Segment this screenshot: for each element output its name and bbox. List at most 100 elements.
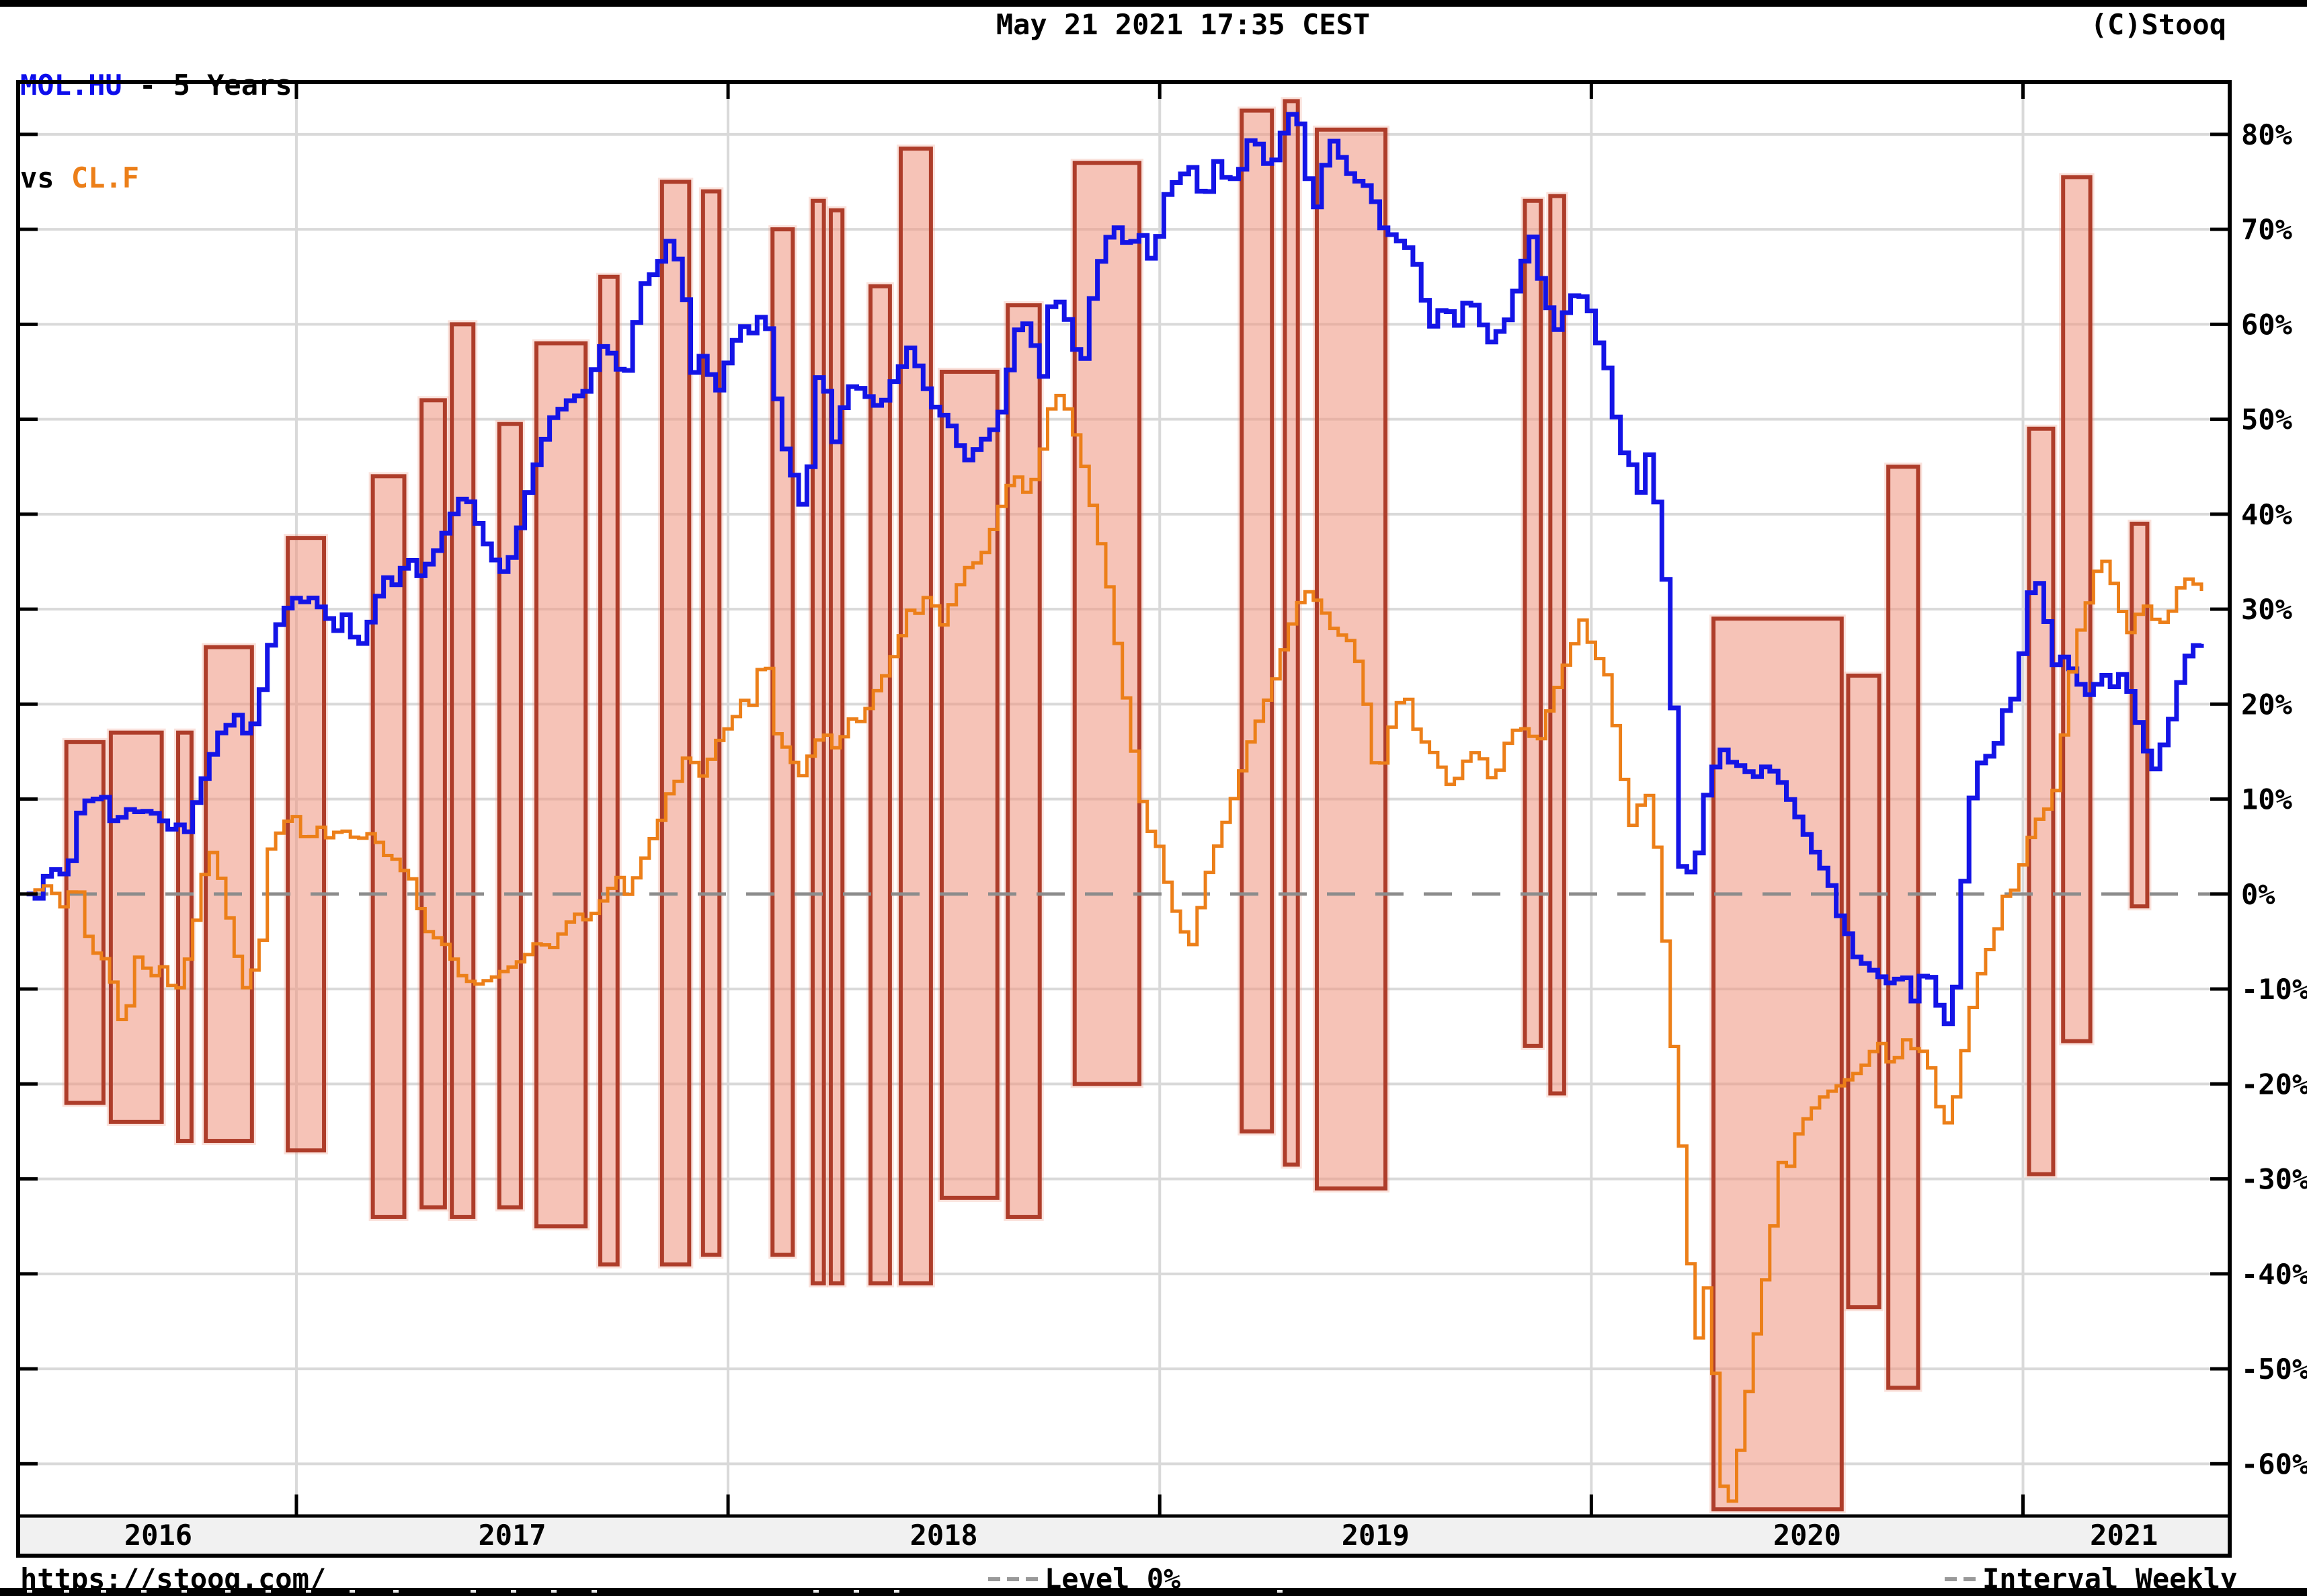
strip-speck: [592, 1590, 597, 1593]
strip-speck: [266, 1590, 271, 1593]
range-bar: [534, 341, 588, 1229]
range-bar: [1711, 616, 1844, 1512]
strip-speck: [306, 1590, 311, 1593]
strip-speck: [350, 1590, 355, 1593]
range-bar: [659, 179, 692, 1267]
range-bars: [62, 97, 2152, 1514]
copyright-label: (C)Stooq: [2090, 8, 2226, 41]
range-bar-glow: [1070, 159, 1144, 1088]
x-axis-band: [20, 1516, 2228, 1554]
x-year-label: 2017: [478, 1519, 546, 1552]
x-year-label: 2021: [2090, 1519, 2158, 1552]
range-bar: [450, 322, 476, 1220]
strip-speck: [141, 1590, 147, 1593]
x-axis-labels: 2016 2017 2018 2019 2020 2021: [124, 1519, 2158, 1552]
range-bar-glow: [532, 339, 590, 1231]
y-tick-label: 40%: [2241, 498, 2292, 531]
y-tick-label: -10%: [2241, 973, 2307, 1006]
y-tick-label: 20%: [2241, 688, 2292, 721]
dash-icon: [1026, 1577, 1038, 1581]
range-bar-glow: [284, 534, 329, 1155]
range-bar-glow: [1238, 106, 1277, 1135]
strip-speck: [894, 1590, 899, 1593]
y-tick-label: 30%: [2241, 593, 2292, 626]
strip-speck: [225, 1590, 231, 1593]
range-bar-glow: [1004, 301, 1044, 1222]
range-bar: [1240, 108, 1274, 1133]
axis-ticks: [20, 84, 2228, 1516]
range-bar: [1846, 673, 1881, 1310]
strip-speck: [813, 1590, 819, 1593]
bottom-window-strip: [0, 1588, 2307, 1596]
y-tick-label: 50%: [2241, 403, 2292, 436]
range-bar: [1006, 303, 1042, 1220]
x-year-label: 2020: [1773, 1519, 1841, 1552]
x-year-label: 2019: [1342, 1519, 1410, 1552]
range-bar: [868, 284, 892, 1285]
range-bar-glow: [937, 367, 1002, 1202]
range-bar: [898, 147, 933, 1285]
y-tick-label: -60%: [2241, 1447, 2307, 1480]
series-cl-f: [26, 393, 2203, 1503]
range-bar: [1314, 127, 1388, 1191]
title-line2: vs CL.F: [20, 163, 292, 194]
strip-speck: [181, 1590, 187, 1593]
y-tick-label: -30%: [2241, 1163, 2307, 1196]
strip-speck: [511, 1590, 516, 1593]
range-bar: [598, 274, 620, 1267]
range-bar: [810, 198, 826, 1285]
y-tick-label: 80%: [2241, 118, 2292, 151]
range-bar: [1523, 198, 1543, 1048]
title-line1: MOL.HU - 5 Years: [20, 70, 292, 101]
y-tick-label: -50%: [2241, 1353, 2307, 1386]
range-bar: [939, 369, 1000, 1200]
range-bar: [419, 398, 447, 1209]
range-bar: [108, 730, 164, 1124]
title-suffix: - 5 Years: [122, 69, 292, 102]
y-axis-labels: 80% 70% 60% 50% 40% 30% 20% 10% 0% -10% -20% -30% -4…: [2241, 118, 2307, 1480]
range-bar-glow: [1884, 463, 1922, 1392]
strip-speck: [393, 1590, 399, 1593]
strip-speck: [27, 1590, 32, 1593]
compare-symbol: CL.F: [71, 161, 140, 194]
x-year-label: 2016: [124, 1519, 192, 1552]
y-tick-label: 70%: [2241, 213, 2292, 246]
range-bar: [1886, 465, 1920, 1390]
vs-label: vs: [20, 161, 71, 194]
range-bar: [700, 189, 722, 1257]
chart-timestamp: May 21 2021 17:35 CEST: [996, 8, 1371, 41]
range-bar: [370, 474, 407, 1220]
x-year-label: 2018: [910, 1519, 978, 1552]
range-bar-glow: [1844, 671, 1884, 1312]
range-bar: [176, 730, 194, 1144]
dash-icon: [1964, 1577, 1976, 1581]
range-bar-glow: [1312, 125, 1390, 1193]
strip-speck: [101, 1590, 106, 1593]
y-tick-label: 10%: [2241, 783, 2292, 816]
dash-icon: [988, 1577, 1000, 1581]
range-bar-glow: [896, 145, 935, 1287]
strip-speck: [551, 1590, 557, 1593]
plot-frame: [16, 80, 2232, 1558]
main-symbol: MOL.HU: [20, 69, 122, 102]
y-tick-label: 60%: [2241, 308, 2292, 341]
range-bar: [1283, 99, 1300, 1167]
strip-speck: [1277, 1590, 1283, 1593]
dash-icon: [1007, 1577, 1019, 1581]
y-tick-label: 0%: [2241, 878, 2275, 911]
range-bar: [1548, 194, 1566, 1096]
strip-speck: [854, 1590, 859, 1593]
series-mol-hu: [26, 112, 2204, 1027]
y-tick-label: -20%: [2241, 1068, 2307, 1101]
y-tick-label: -40%: [2241, 1258, 2307, 1291]
range-bar-glow: [106, 728, 166, 1126]
strip-speck: [64, 1590, 69, 1593]
top-window-strip: [0, 0, 2307, 7]
range-bar: [286, 536, 327, 1153]
range-bar: [2027, 426, 2056, 1176]
range-bar: [1072, 161, 1142, 1086]
strip-speck: [471, 1590, 476, 1593]
dash-icon: [1945, 1577, 1957, 1581]
